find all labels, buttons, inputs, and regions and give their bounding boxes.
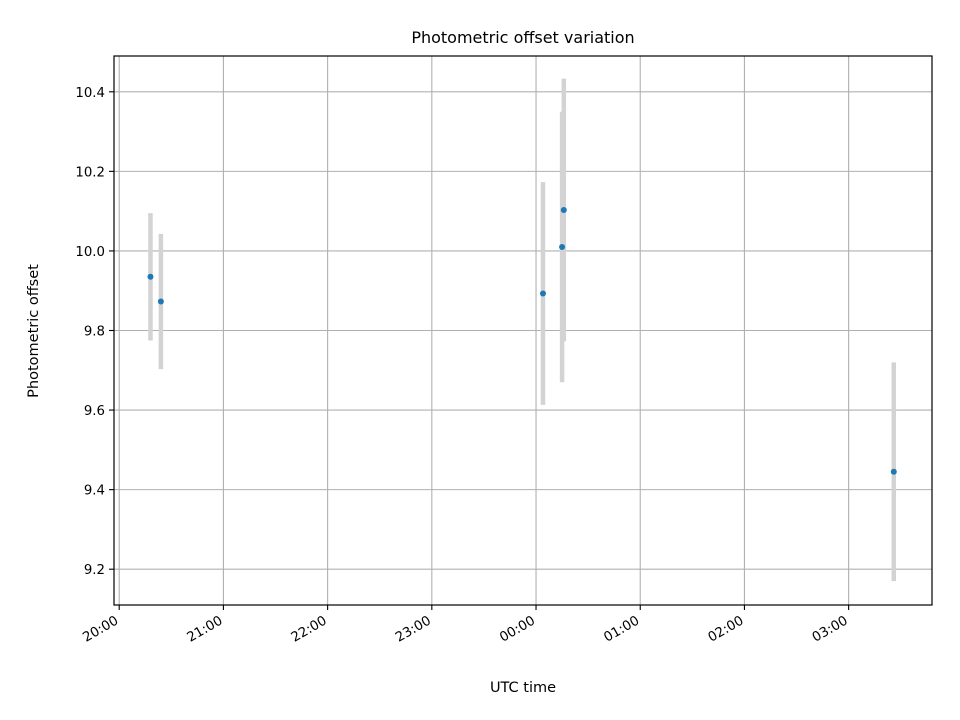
y-tick-label: 9.4: [84, 484, 105, 499]
y-tick-label: 9.2: [84, 563, 105, 578]
x-axis-label: UTC time: [490, 680, 556, 696]
data-points: [147, 206, 897, 475]
data-point: [539, 290, 546, 297]
y-tick-label: 9.8: [84, 325, 105, 340]
y-axis-label: Photometric offset: [26, 264, 42, 398]
y-tick-label: 9.6: [84, 404, 105, 419]
y-tick-label: 10.0: [75, 245, 105, 260]
y-tick-label: 10.4: [75, 86, 105, 101]
data-point: [559, 243, 566, 250]
data-point: [147, 273, 154, 280]
grid: [114, 56, 932, 605]
y-tick-label: 10.2: [75, 165, 105, 180]
data-point: [890, 468, 897, 475]
chart-title: Photometric offset variation: [411, 28, 634, 47]
y-axis: 9.2 9.4 9.6 9.8 10.0 10.2 10.4: [75, 86, 114, 578]
data-point: [157, 298, 164, 305]
data-point: [560, 206, 567, 213]
